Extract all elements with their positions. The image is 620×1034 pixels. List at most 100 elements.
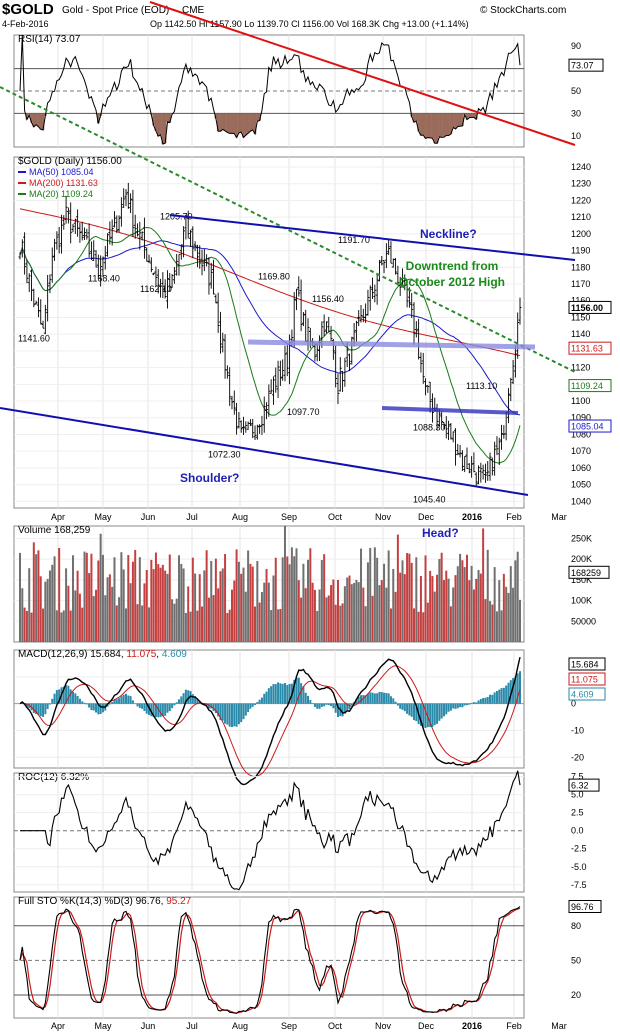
- macd-histogram-bar: [196, 699, 199, 704]
- macd-histogram-bar: [302, 686, 305, 704]
- macd-histogram-bar: [313, 703, 316, 708]
- volume-bar: [323, 554, 326, 642]
- macd-histogram-bar: [212, 703, 215, 711]
- volume-bar: [237, 561, 240, 642]
- macd-histogram-bar: [366, 693, 369, 704]
- price-tick-label: 1040: [571, 496, 591, 506]
- month-label-Feb: Feb: [506, 1021, 522, 1031]
- volume-bar: [189, 611, 192, 642]
- volume-bar: [350, 584, 353, 642]
- volume-bar: [438, 559, 441, 642]
- volume-bar: [419, 576, 422, 642]
- volume-bar: [191, 557, 194, 642]
- macd-histogram-bar: [71, 691, 74, 704]
- macd-histogram-bar: [325, 703, 328, 705]
- macd-histogram-bar: [46, 703, 49, 709]
- macd-histogram-bar: [288, 683, 291, 704]
- volume-bar: [293, 556, 296, 642]
- volume-bar: [118, 597, 121, 642]
- month-label-Aug: Aug: [232, 1021, 248, 1031]
- macd-signal-line: [19, 665, 521, 778]
- volume-bar: [466, 554, 469, 642]
- macd-tick-label: -10: [571, 725, 584, 735]
- volume-bar: [55, 610, 58, 642]
- macd-histogram-bar: [244, 703, 247, 716]
- volume-bar: [168, 554, 171, 642]
- macd-histogram-bar: [389, 696, 392, 704]
- macd-histogram-bar: [138, 703, 141, 708]
- price-tick-label: 1240: [571, 162, 591, 172]
- macd-title-hist: 4.609: [162, 649, 187, 660]
- price-tick-label: 1140: [571, 329, 590, 339]
- volume-bar: [316, 610, 319, 642]
- volume-bar: [99, 533, 102, 642]
- macd-histogram-bar: [371, 692, 374, 704]
- volume-bar: [330, 585, 333, 642]
- annotation-head: Head?: [422, 526, 459, 540]
- volume-bar: [295, 548, 298, 642]
- volume-bar: [470, 565, 473, 642]
- macd-histogram-bar: [318, 703, 321, 709]
- macd-histogram-bar: [500, 688, 503, 704]
- macd-histogram-bar: [323, 703, 326, 707]
- volume-bar: [233, 580, 236, 642]
- macd-histogram-bar: [422, 703, 425, 728]
- volume-bar: [95, 589, 98, 642]
- value-box: [568, 419, 612, 433]
- macd-histogram-bar: [431, 703, 434, 727]
- macd-histogram-bar: [194, 696, 197, 704]
- volume-bar: [51, 564, 54, 642]
- macd-histogram-bar: [42, 703, 45, 717]
- macd-histogram-bar: [35, 703, 38, 714]
- volume-bar: [380, 580, 383, 642]
- month-label-Sep: Sep: [281, 512, 297, 522]
- macd-histogram-bar: [168, 703, 171, 712]
- macd-histogram-bar: [81, 701, 84, 704]
- macd-histogram-bar: [489, 694, 492, 704]
- panel-frame-price: [13, 156, 525, 509]
- volume-bar: [173, 603, 176, 642]
- volume-bar: [277, 609, 280, 642]
- price-swing-label: 1168.40: [88, 274, 120, 284]
- volume-value-box: [568, 565, 610, 579]
- macd-histogram-bar: [447, 703, 450, 712]
- macd-histogram-bar: [145, 703, 148, 714]
- volume-bar: [413, 608, 416, 642]
- annotation-downtrend-2: October 2012 High: [399, 275, 505, 289]
- price-tick-label: 1060: [571, 463, 591, 473]
- lower-channel-trendline: [0, 407, 529, 496]
- volume-bar: [65, 568, 68, 642]
- volume-bar: [362, 587, 365, 642]
- macd-histogram-bar: [143, 703, 146, 711]
- macd-histogram-bar: [131, 700, 134, 704]
- macd-histogram-bar: [237, 703, 240, 725]
- macd-histogram-bar: [58, 689, 61, 704]
- volume-bar: [449, 606, 452, 642]
- volume-bar: [406, 553, 409, 642]
- price-swing-label: 1191.70: [338, 235, 370, 245]
- macd-histogram-bar: [214, 703, 217, 713]
- macd-histogram-bar: [39, 703, 42, 717]
- macd-value-box: [568, 672, 606, 686]
- volume-bar: [134, 549, 137, 642]
- month-label-2016: 2016: [462, 512, 482, 522]
- macd-histogram-bar: [360, 695, 363, 704]
- price-tick-label: 1050: [571, 480, 591, 490]
- macd-histogram-bar: [258, 699, 261, 704]
- downtrend-green-line: [0, 86, 576, 373]
- rsi-tick-label: 90: [571, 41, 581, 51]
- volume-title: Volume 168,259: [18, 525, 91, 536]
- macd-histogram-bar: [101, 703, 104, 713]
- exchange-label: CME: [182, 5, 205, 16]
- macd-histogram-bar: [362, 695, 365, 704]
- volume-bar: [369, 547, 372, 642]
- sto-tick-label: 80: [571, 921, 581, 931]
- volume-bar: [516, 551, 519, 642]
- volume-bar: [157, 564, 160, 642]
- volume-bar: [498, 580, 501, 642]
- month-label-Jul: Jul: [186, 512, 198, 522]
- volume-bar: [447, 578, 450, 642]
- macd-histogram-bar: [256, 702, 259, 704]
- month-label-May: May: [94, 512, 112, 522]
- macd-histogram-bar: [498, 689, 501, 704]
